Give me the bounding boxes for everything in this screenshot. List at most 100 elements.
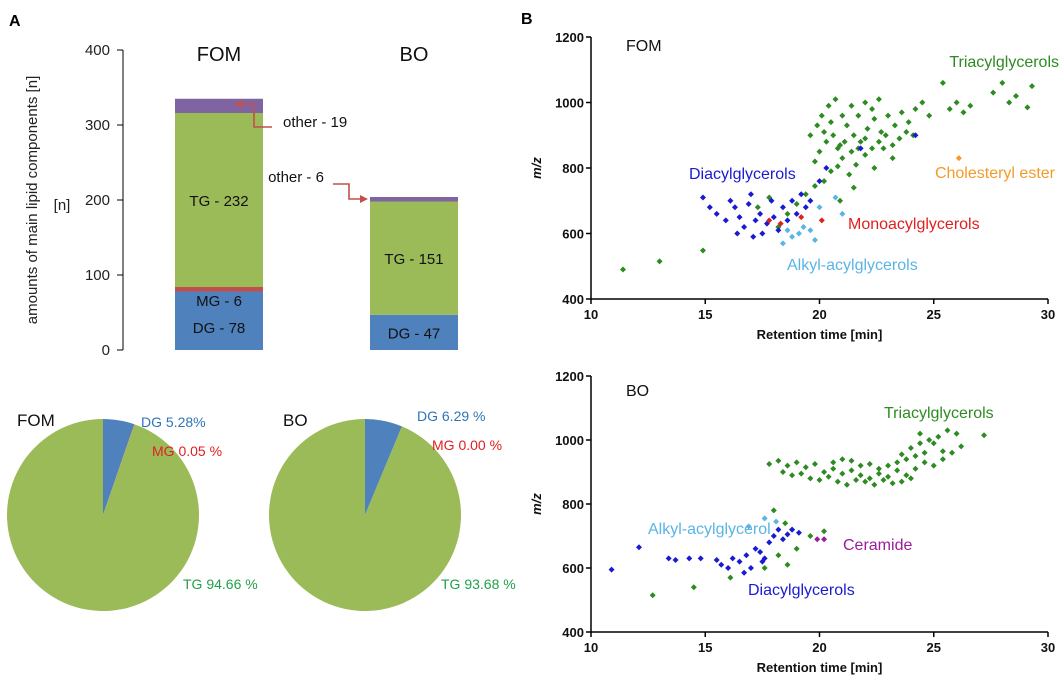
scatter-point-blue xyxy=(766,539,773,546)
scatter-point-lightblue xyxy=(832,194,839,201)
scatter-y-tick-label: 800 xyxy=(562,497,584,512)
scatter-point-blue xyxy=(736,214,743,221)
scatter-y-tick-label: 1200 xyxy=(555,369,584,384)
scatter-point-green xyxy=(839,112,846,119)
scatter-point-blue xyxy=(745,201,752,208)
scatter-point-green xyxy=(891,122,898,129)
pie-label-tg: TG 93.68 % xyxy=(441,576,516,592)
other-fom-label: other - 19 xyxy=(283,114,347,131)
bar-segment-labels: DG - 78 MG - 6 TG - 232 DG - 47 TG - 151 othe… xyxy=(189,114,443,342)
scatter-point-green xyxy=(848,102,855,109)
scatter-point-blue xyxy=(697,555,704,562)
pie-title: FOM xyxy=(17,411,55,430)
scatter-point-green xyxy=(917,430,924,437)
scatter-point-lightblue xyxy=(839,210,846,217)
scatter-point-lightblue xyxy=(789,233,796,240)
scatter-point-green xyxy=(912,453,919,459)
scatter-point-green xyxy=(821,469,828,475)
scatter-point-green xyxy=(802,464,809,471)
scatter-point-green xyxy=(827,119,834,126)
scatter-point-green xyxy=(889,480,896,487)
scatter-point-green xyxy=(848,148,855,155)
scatter-point-green xyxy=(793,459,800,466)
scatter-point-blue xyxy=(713,210,720,217)
scatter-annotation: Triacylglycerols xyxy=(884,405,994,422)
pie-label-mg: MG 0.00 % xyxy=(432,437,502,453)
bar-y-tick-label: 400 xyxy=(85,42,110,59)
pie-slice-mg xyxy=(103,424,135,515)
scatter-point-green xyxy=(821,128,828,135)
scatter-point-red xyxy=(798,214,805,221)
scatter-point-blue xyxy=(736,558,743,565)
scatter-point-blue xyxy=(741,223,748,230)
scatter-point-blue xyxy=(686,555,693,562)
scatter-point-green xyxy=(1013,92,1020,99)
scatter-point-green xyxy=(926,437,933,443)
scatter-point-green xyxy=(949,449,956,456)
scatter-x-tick-label: 20 xyxy=(812,307,826,322)
scatter-point-green xyxy=(811,158,818,165)
scatter-point-blue xyxy=(793,210,800,217)
scatter-point-lightblue xyxy=(761,515,768,522)
bar-segment-other xyxy=(370,197,458,202)
scatter-point-blue xyxy=(779,204,786,211)
scatter-point-blue xyxy=(798,191,805,198)
scatter-point-blue xyxy=(665,555,672,562)
scatter-point-blue xyxy=(759,230,766,237)
bar-segment-label: MG - 6 xyxy=(196,293,242,310)
scatter-y-tick-label: 1200 xyxy=(555,30,584,45)
scatter-point-green xyxy=(875,470,882,477)
scatter-point-blue xyxy=(718,561,725,568)
scatter-x-tick-label: 10 xyxy=(584,307,598,322)
scatter-point-orange xyxy=(955,155,962,162)
scatter-point-green xyxy=(789,472,796,479)
scatter-point-green xyxy=(832,96,839,103)
scatter-x-axis-label: Retention time [min] xyxy=(757,327,883,342)
scatter-point-purple xyxy=(821,536,828,543)
scatter-point-blue xyxy=(775,526,782,533)
scatter-point-blue xyxy=(750,233,757,240)
scatter-point-green xyxy=(896,135,903,142)
scatter-point-green xyxy=(875,465,882,472)
scatter-point-blue xyxy=(857,145,864,152)
scatter-point-green xyxy=(935,433,942,440)
scatter-point-green xyxy=(917,440,924,447)
scatter-point-blue xyxy=(608,566,615,573)
scatter-point-green xyxy=(960,109,967,116)
scatter-point-green xyxy=(875,96,882,103)
scatter-point-green xyxy=(912,106,919,113)
scatter-point-blue xyxy=(757,210,764,217)
scatter-y-tick-label: 600 xyxy=(562,561,584,576)
bar-segment-label: DG - 47 xyxy=(388,325,441,342)
scatter-point-green xyxy=(841,138,848,145)
scatter-point-green xyxy=(866,475,873,482)
scatter-point-green xyxy=(885,112,892,119)
scatter-point-green xyxy=(869,106,876,113)
scatter-point-lightblue xyxy=(816,204,823,211)
scatter-point-red xyxy=(777,220,784,227)
bar-segment-label: TG - 232 xyxy=(189,193,248,210)
scatter-point-blue xyxy=(770,214,777,221)
bar-category-label: FOM xyxy=(197,44,241,66)
scatter-point-green xyxy=(775,457,782,464)
scatter-point-blue xyxy=(768,197,775,204)
scatter-point-green xyxy=(823,138,830,145)
scatter-point-green xyxy=(766,461,773,467)
scatter-point-lightblue xyxy=(773,518,780,525)
scatter-point-green xyxy=(782,520,789,527)
scatter-x-tick-label: 15 xyxy=(698,307,712,322)
scatter-point-blue xyxy=(713,557,720,563)
scatter-point-green xyxy=(848,467,855,474)
scatter-point-green xyxy=(775,552,782,559)
scatter-point-green xyxy=(999,79,1006,86)
scatter-point-green xyxy=(807,132,814,139)
bar-segment-tg xyxy=(175,113,263,287)
scatter-point-green xyxy=(898,109,905,116)
scatter-point-blue xyxy=(912,132,919,139)
scatter-point-green xyxy=(885,462,892,469)
pie-title: BO xyxy=(283,411,308,430)
scatter-point-green xyxy=(889,142,896,149)
scatter-point-green xyxy=(866,461,873,467)
scatter-y-tick-label: 600 xyxy=(562,227,584,242)
